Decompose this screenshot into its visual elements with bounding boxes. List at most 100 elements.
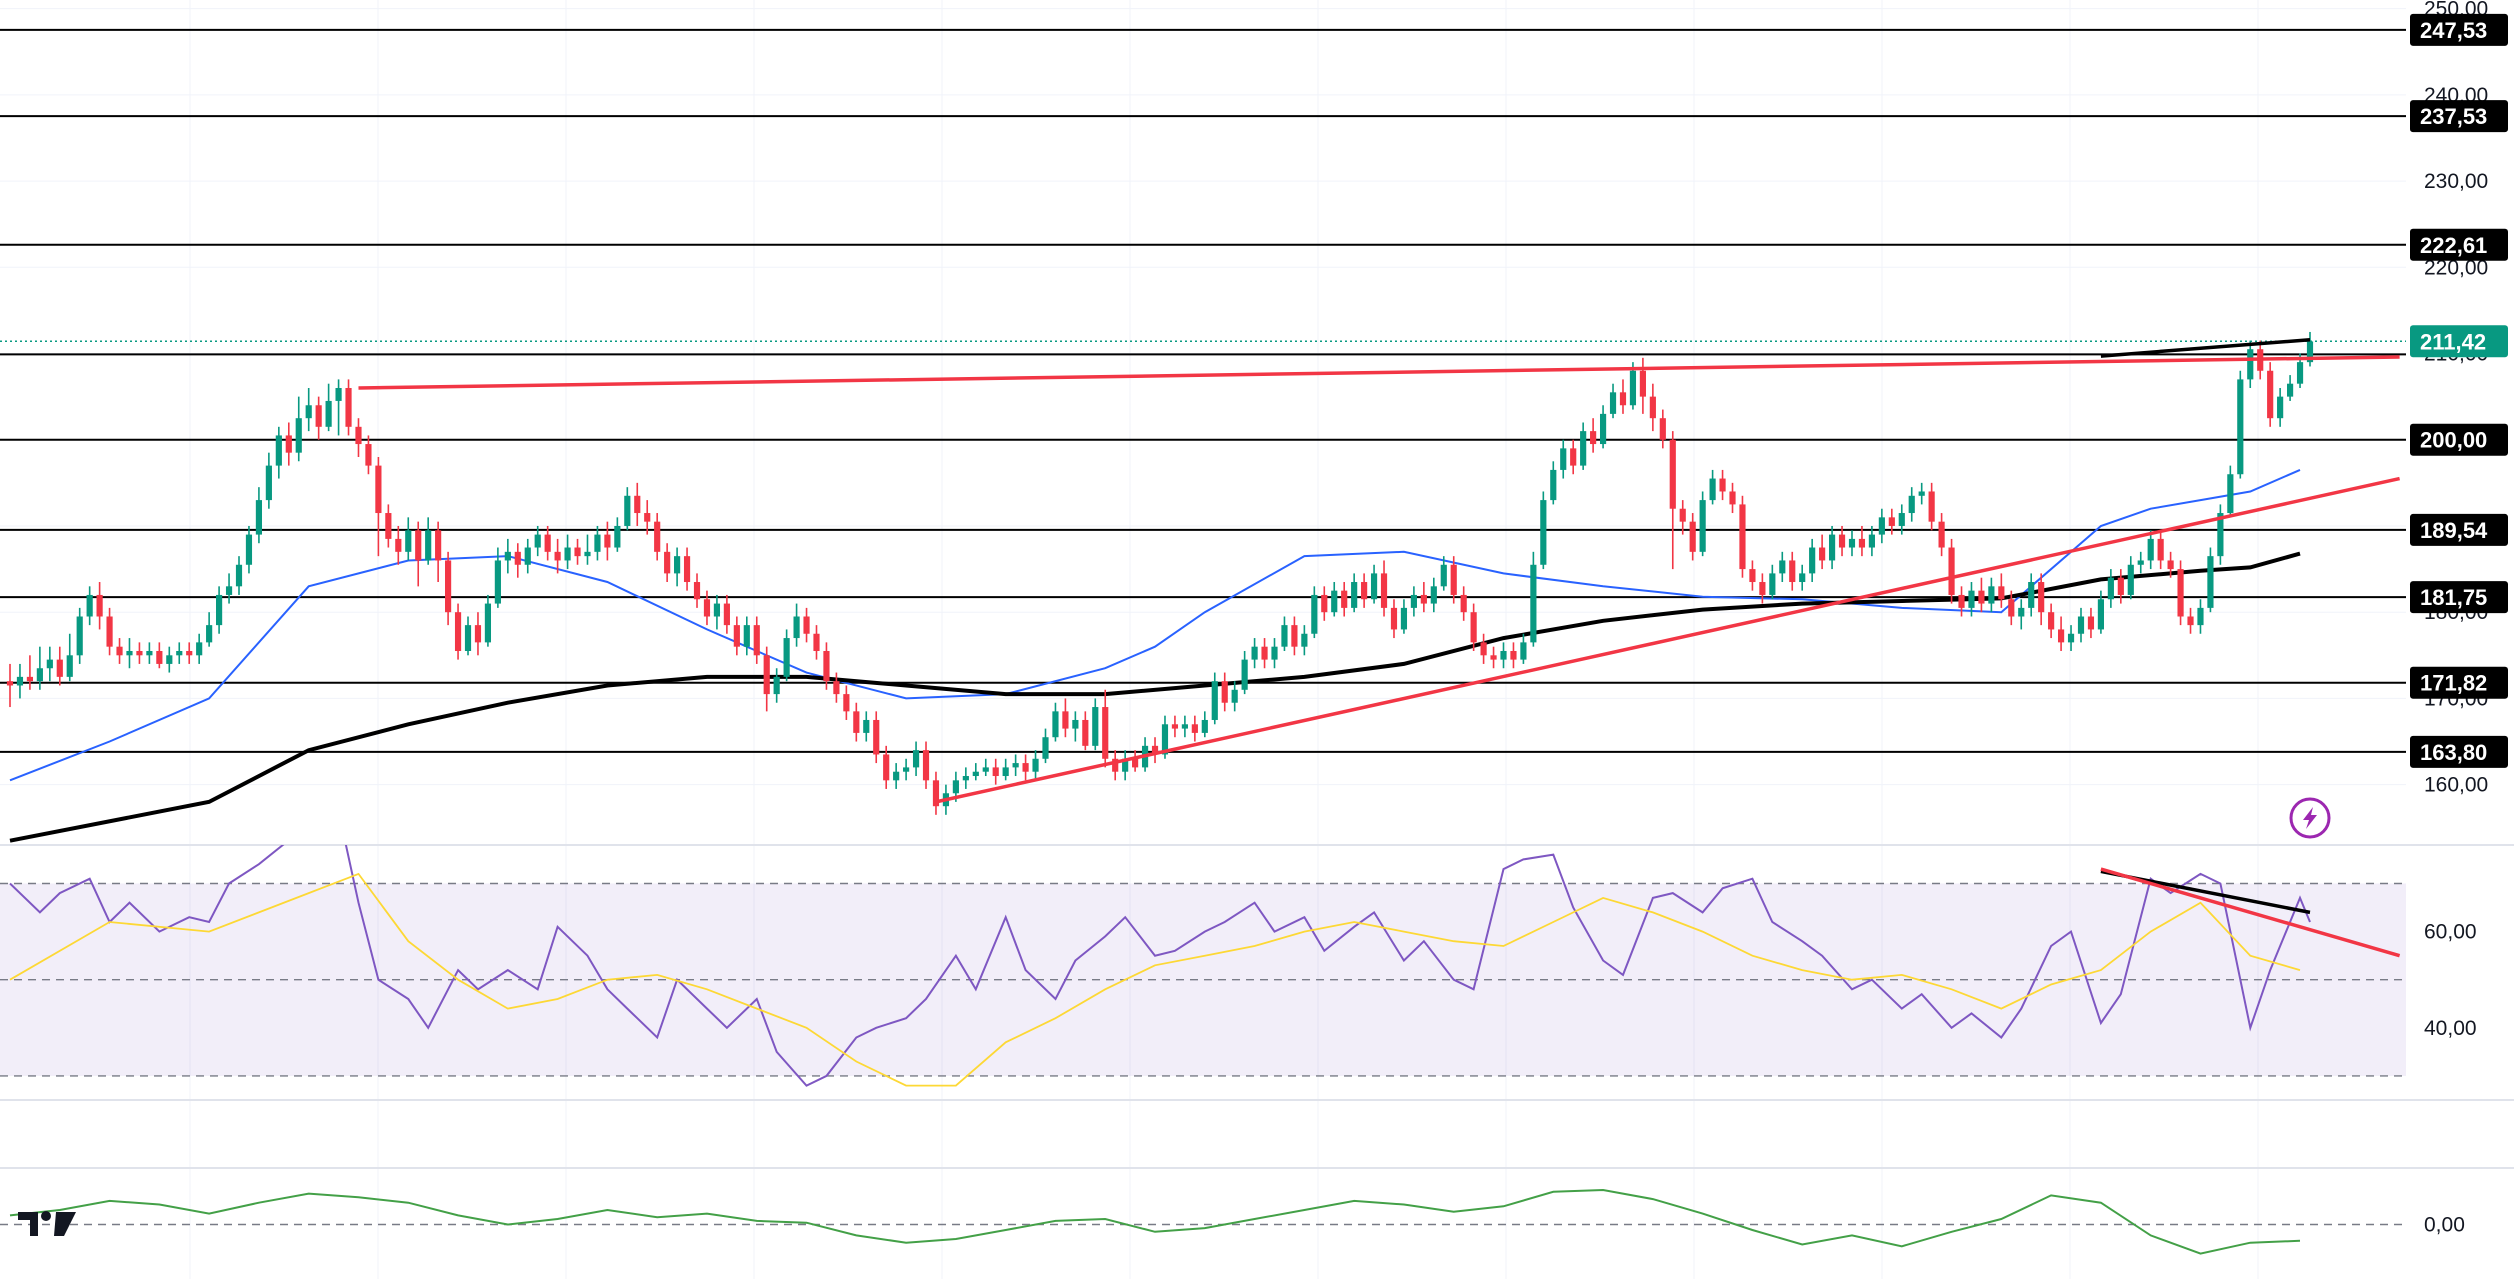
candle[interactable] (1739, 495, 1746, 578)
candle[interactable] (972, 763, 979, 781)
candle[interactable] (624, 487, 631, 531)
candle[interactable] (1361, 573, 1368, 608)
candle[interactable] (1022, 754, 1029, 781)
candle[interactable] (186, 642, 193, 664)
candle[interactable] (1281, 616, 1288, 651)
candle[interactable] (46, 646, 53, 682)
candle[interactable] (305, 388, 312, 432)
candle[interactable] (783, 629, 790, 682)
candle[interactable] (813, 625, 820, 660)
candle[interactable] (674, 547, 681, 587)
candle[interactable] (1878, 508, 1885, 544)
candle[interactable] (1590, 418, 1597, 453)
candle[interactable] (2127, 556, 2134, 600)
candle[interactable] (1390, 599, 1398, 639)
level-badge[interactable]: 247,53 (2410, 13, 2508, 46)
candle[interactable] (1699, 491, 1706, 557)
candle[interactable] (1181, 715, 1188, 738)
candle[interactable] (833, 672, 840, 703)
candle[interactable] (2028, 573, 2035, 617)
candle[interactable] (723, 594, 730, 634)
candle[interactable] (1978, 577, 1985, 613)
candle[interactable] (594, 525, 601, 561)
candle[interactable] (1241, 650, 1248, 695)
candle[interactable] (912, 741, 920, 777)
candle[interactable] (2167, 551, 2174, 578)
candle[interactable] (1530, 551, 1537, 647)
candle[interactable] (1540, 491, 1547, 570)
candle[interactable] (1998, 573, 2005, 608)
candle[interactable] (1122, 750, 1129, 781)
candle[interactable] (355, 418, 362, 457)
candle[interactable] (2067, 625, 2075, 651)
candle[interactable] (216, 586, 223, 634)
candle[interactable] (1858, 525, 1866, 557)
candle[interactable] (733, 616, 740, 656)
candle[interactable] (365, 435, 372, 475)
candle[interactable] (1082, 711, 1089, 751)
candle[interactable] (1112, 750, 1119, 781)
candle[interactable] (2038, 573, 2045, 626)
candle[interactable] (6, 663, 14, 708)
candle[interactable] (1102, 689, 1109, 768)
candle[interactable] (16, 663, 24, 699)
rsi-pane[interactable] (0, 811, 2406, 1087)
candle[interactable] (1669, 431, 1676, 570)
candle[interactable] (554, 538, 561, 574)
candle[interactable] (524, 538, 531, 574)
candle[interactable] (922, 741, 930, 789)
level-badge[interactable]: 171,82 (2410, 666, 2508, 699)
candle[interactable] (2306, 331, 2314, 367)
candle[interactable] (1490, 646, 1497, 669)
price-pane[interactable] (0, 28, 2406, 843)
candle[interactable] (1311, 586, 1318, 639)
candle[interactable] (1689, 513, 1696, 561)
candle[interactable] (2097, 590, 2104, 634)
candle[interactable] (2087, 607, 2095, 639)
current-price-badge[interactable]: 211,42 (2410, 325, 2508, 358)
candle[interactable] (1301, 625, 1308, 656)
candle[interactable] (1948, 538, 1955, 604)
candle[interactable] (843, 685, 850, 720)
candle[interactable] (1938, 513, 1945, 557)
candle[interactable] (1032, 750, 1039, 781)
candle[interactable] (196, 633, 203, 664)
level-badge[interactable]: 200,00 (2410, 423, 2508, 456)
candle[interactable] (2157, 530, 2164, 570)
candle[interactable] (1460, 586, 1467, 621)
candle[interactable] (1619, 379, 1627, 414)
candle[interactable] (1799, 564, 1806, 591)
candle[interactable] (1500, 642, 1507, 669)
candle[interactable] (1370, 564, 1378, 604)
candle[interactable] (295, 396, 302, 462)
candle[interactable] (484, 594, 492, 647)
candle[interactable] (325, 383, 332, 432)
candle[interactable] (574, 538, 581, 565)
candle[interactable] (564, 534, 571, 570)
candle[interactable] (514, 543, 521, 578)
candle[interactable] (634, 482, 641, 526)
candle[interactable] (2137, 551, 2144, 574)
candle[interactable] (1819, 534, 1826, 570)
candle[interactable] (435, 521, 442, 583)
candle[interactable] (56, 646, 63, 686)
candle[interactable] (176, 642, 183, 664)
candle[interactable] (1809, 538, 1816, 583)
candle[interactable] (1520, 633, 1527, 664)
rsi-signal-line[interactable] (9, 872, 2301, 1087)
candle[interactable] (1042, 728, 1049, 764)
candle[interactable] (1609, 383, 1617, 419)
candle[interactable] (86, 586, 93, 626)
candle[interactable] (773, 668, 780, 703)
candle[interactable] (445, 551, 452, 626)
candle[interactable] (454, 603, 462, 660)
candle[interactable] (2227, 465, 2234, 518)
tradingview-logo[interactable] (18, 1211, 76, 1236)
candle[interactable] (1470, 603, 1477, 651)
candle[interactable] (1928, 482, 1935, 531)
candle[interactable] (375, 456, 382, 557)
candle[interactable] (873, 711, 880, 764)
level-badge[interactable]: 237,53 (2410, 100, 2508, 133)
candle[interactable] (1729, 482, 1736, 514)
candle[interactable] (1848, 530, 1856, 557)
